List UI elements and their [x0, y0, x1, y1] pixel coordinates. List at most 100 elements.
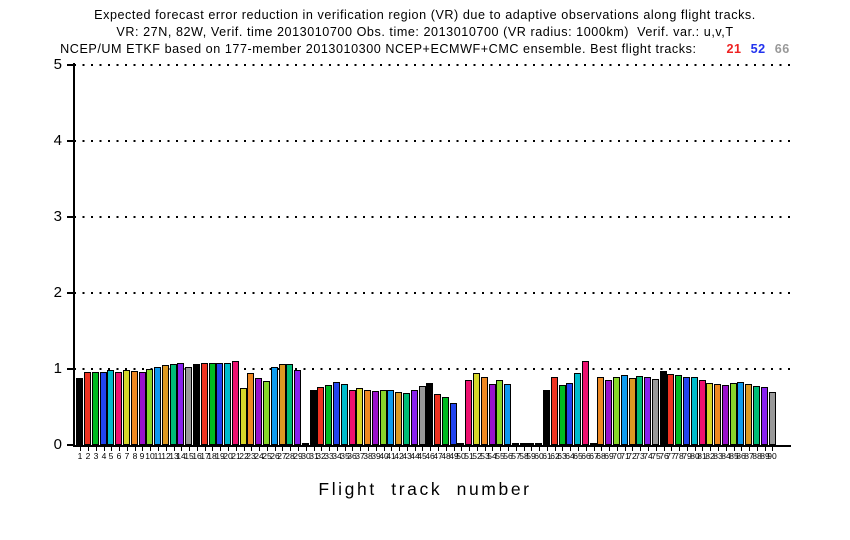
- bar-track-89: [761, 387, 768, 445]
- x-tick-label-64: 64: [565, 451, 575, 461]
- x-tick-27: [282, 447, 283, 451]
- x-tick-label-16: 16: [192, 451, 202, 461]
- x-tick-label-84: 84: [721, 451, 731, 461]
- x-tick-38: [368, 447, 369, 451]
- bar-track-38: [364, 390, 371, 445]
- x-tick-label-54: 54: [487, 451, 497, 461]
- y-tick-2: [67, 292, 74, 294]
- x-tick-47: [438, 447, 439, 451]
- x-tick-30: [306, 447, 307, 451]
- x-tick-14: [181, 447, 182, 451]
- bar-track-11: [154, 367, 161, 445]
- bar-track-56: [504, 384, 511, 445]
- x-tick-11: [158, 447, 159, 451]
- x-tick-50: [461, 447, 462, 451]
- x-tick-69: [609, 447, 610, 451]
- x-tick-3: [96, 447, 97, 451]
- best-flight-track-numbers: 21 52 66: [697, 42, 790, 56]
- x-tick-label-33: 33: [324, 451, 334, 461]
- x-tick-label-65: 65: [573, 451, 583, 461]
- x-tick-label-2: 2: [85, 451, 91, 461]
- x-tick-51: [469, 447, 470, 451]
- bar-track-90: [769, 392, 776, 445]
- gridline-y5: [74, 64, 791, 66]
- bar-track-81: [699, 380, 706, 445]
- bar-track-76: [660, 371, 667, 445]
- bar-track-19: [216, 363, 223, 445]
- bar-track-68: [597, 377, 604, 445]
- bar-track-24: [255, 378, 262, 445]
- bar-track-10: [146, 369, 153, 445]
- x-tick-6: [119, 447, 120, 451]
- x-tick-60: [539, 447, 540, 451]
- x-tick-71: [625, 447, 626, 451]
- x-tick-label-34: 34: [332, 451, 342, 461]
- bar-track-77: [667, 374, 674, 445]
- bar-track-34: [333, 382, 340, 445]
- bar-track-60: [535, 443, 542, 445]
- x-tick-label-76: 76: [659, 451, 669, 461]
- x-tick-70: [617, 447, 618, 451]
- bar-track-73: [636, 376, 643, 445]
- x-tick-79: [687, 447, 688, 451]
- x-tick-label-42: 42: [394, 451, 404, 461]
- x-tick-21: [236, 447, 237, 451]
- bar-track-15: [185, 367, 192, 445]
- bar-track-72: [629, 378, 636, 445]
- x-tick-label-14: 14: [176, 451, 186, 461]
- x-tick-label-30: 30: [301, 451, 311, 461]
- bar-track-51: [465, 380, 472, 445]
- bar-track-53: [481, 377, 488, 445]
- x-tick-28: [290, 447, 291, 451]
- gridline-y1: [74, 368, 791, 370]
- bar-track-2: [84, 372, 91, 445]
- bar-track-40: [380, 390, 387, 445]
- x-tick-label-41: 41: [386, 451, 396, 461]
- bar-track-50: [457, 443, 464, 445]
- bar-track-29: [294, 370, 301, 445]
- x-tick-label-81: 81: [697, 451, 707, 461]
- x-tick-18: [212, 447, 213, 451]
- bar-track-67: [590, 443, 597, 445]
- x-tick-52: [477, 447, 478, 451]
- bar-track-74: [644, 377, 651, 445]
- x-tick-label-72: 72: [627, 451, 637, 461]
- bar-track-28: [286, 364, 293, 445]
- x-tick-59: [531, 447, 532, 451]
- x-tick-label-85: 85: [729, 451, 739, 461]
- bar-track-23: [247, 373, 254, 445]
- x-tick-42: [399, 447, 400, 451]
- bar-track-6: [115, 372, 122, 445]
- bar-track-30: [302, 443, 309, 445]
- bar-track-84: [722, 385, 729, 445]
- x-tick-label-1: 1: [77, 451, 83, 461]
- best-track-66: 66: [774, 42, 790, 56]
- x-tick-label-47: 47: [433, 451, 443, 461]
- x-tick-label-52: 52: [472, 451, 482, 461]
- x-tick-label-50: 50: [456, 451, 466, 461]
- x-tick-4: [104, 447, 105, 451]
- x-tick-label-7: 7: [124, 451, 130, 461]
- x-tick-label-57: 57: [511, 451, 521, 461]
- bar-track-35: [341, 384, 348, 445]
- bar-track-65: [574, 373, 581, 445]
- bar-track-52: [473, 373, 480, 445]
- x-tick-label-48: 48: [441, 451, 451, 461]
- x-tick-label-69: 69: [604, 451, 614, 461]
- bar-track-63: [559, 385, 566, 445]
- x-tick-29: [298, 447, 299, 451]
- x-tick-74: [648, 447, 649, 451]
- x-tick-81: [702, 447, 703, 451]
- bar-track-32: [317, 387, 324, 445]
- x-tick-label-36: 36: [347, 451, 357, 461]
- bar-track-70: [613, 377, 620, 445]
- x-tick-20: [228, 447, 229, 451]
- bar-track-85: [730, 383, 737, 445]
- x-tick-label-82: 82: [705, 451, 715, 461]
- x-tick-64: [570, 447, 571, 451]
- x-tick-44: [415, 447, 416, 451]
- x-tick-1: [80, 447, 81, 451]
- y-axis-line: [73, 63, 75, 447]
- x-tick-37: [360, 447, 361, 451]
- x-tick-label-77: 77: [666, 451, 676, 461]
